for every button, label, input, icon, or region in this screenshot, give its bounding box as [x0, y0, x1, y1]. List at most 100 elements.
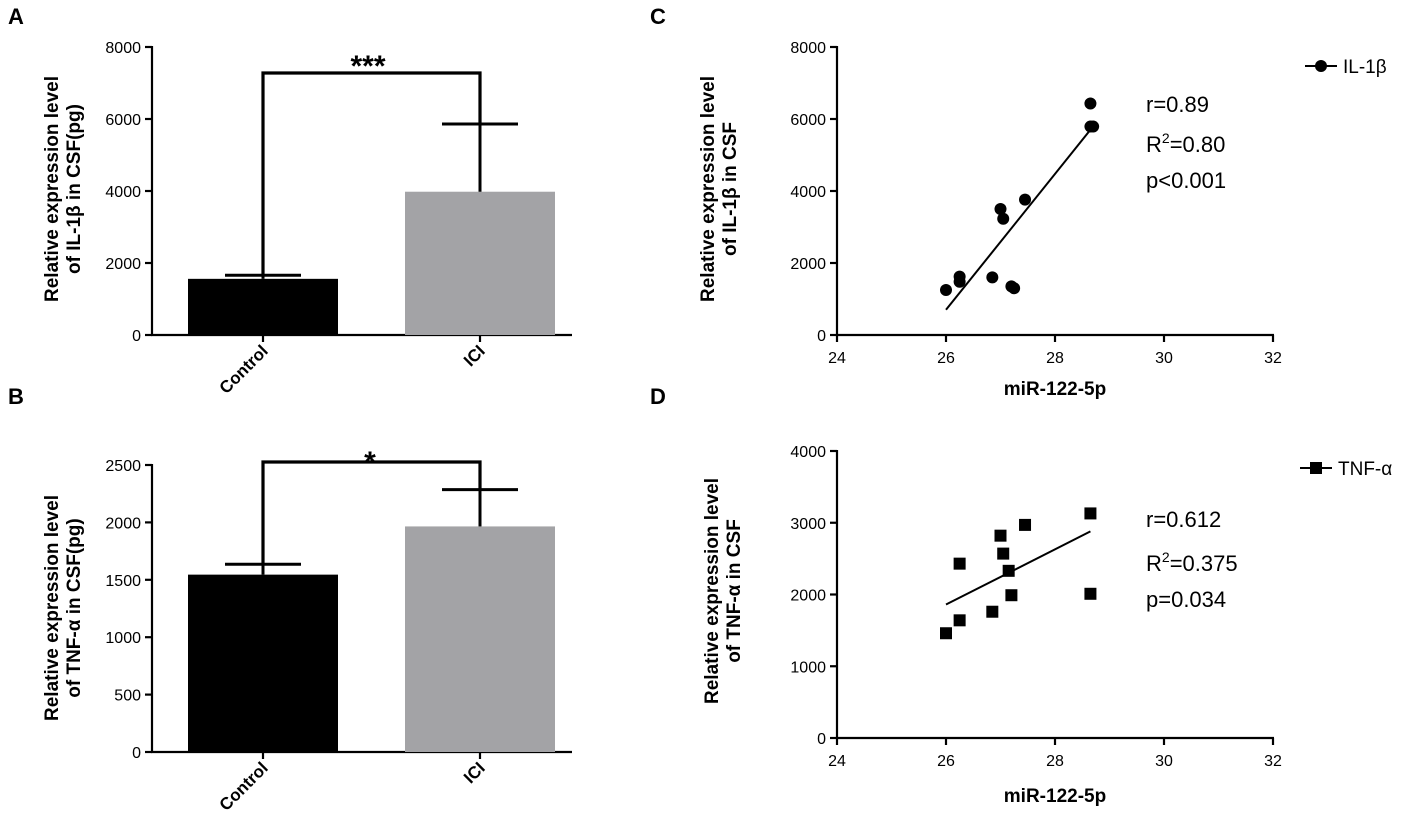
panel-label: C — [650, 4, 666, 29]
data-point — [940, 627, 952, 640]
x-tick-label: 28 — [1046, 753, 1064, 770]
regression-line — [945, 129, 1092, 311]
significance-bracket — [261, 71, 482, 276]
legend-marker-circle-icon — [1315, 60, 1327, 72]
data-point — [953, 270, 966, 283]
y-axis-title-line: Relative expression level — [42, 76, 63, 302]
y-tick-label: 0 — [132, 745, 141, 762]
panel-d: D Relative expression levelof TNF-α in CS… — [650, 384, 1392, 807]
y-axis-title-line: of TNF-α in CSF — [724, 519, 745, 663]
data-point — [953, 614, 966, 627]
x-tick-label: 32 — [1264, 753, 1282, 770]
data-point — [1084, 507, 1097, 520]
regression-line — [945, 530, 1091, 606]
data-point — [1019, 518, 1032, 531]
x-tick-label: 24 — [828, 350, 846, 367]
x-tick-label: 26 — [937, 753, 955, 770]
stat-r-squared-prefix: R — [1146, 132, 1162, 157]
bar-control — [188, 278, 338, 335]
data-point — [1084, 97, 1097, 110]
y-tick-label: 4000 — [790, 184, 826, 201]
significance-bracket — [261, 460, 482, 564]
y-tick-label: 2500 — [105, 458, 141, 475]
data-point — [997, 547, 1010, 560]
y-tick-label: 4000 — [790, 444, 826, 461]
y-tick-label: 2000 — [105, 515, 141, 532]
significance-marker: *** — [350, 50, 385, 83]
stat-r-squared: R2=0.375 — [1146, 549, 1238, 576]
panel-label: B — [8, 384, 24, 409]
bar-ici — [405, 191, 555, 335]
y-tick-label: 2000 — [790, 256, 826, 273]
y-axis-title: Relative expression levelof IL-1β in CSF… — [42, 76, 85, 302]
data-point — [986, 605, 999, 618]
data-point — [1005, 589, 1018, 602]
panel-label: D — [650, 384, 666, 409]
stat-r-squared-superscript: 2 — [1162, 549, 1170, 565]
data-point — [953, 557, 966, 570]
stat-r-squared-prefix: R — [1146, 551, 1162, 576]
panel-a: A Relative expression levelof IL-1β in CS… — [8, 4, 572, 398]
y-tick-label: 0 — [132, 328, 141, 345]
stat-p: p=0.034 — [1146, 587, 1226, 612]
stat-r: r=0.89 — [1146, 92, 1209, 117]
y-axis-title-line: Relative expression level — [698, 76, 719, 302]
x-category-label: ICI — [460, 758, 489, 787]
x-tick-label: 30 — [1155, 753, 1173, 770]
legend-marker-square-icon — [1310, 462, 1322, 474]
x-category-label: ICI — [460, 341, 489, 370]
legend-label: IL-1β — [1343, 57, 1387, 78]
y-tick-label: 6000 — [105, 112, 141, 129]
y-tick-label: 2000 — [105, 256, 141, 273]
y-tick-label: 8000 — [105, 40, 141, 57]
data-point — [986, 271, 999, 284]
stat-r-squared-value: =0.80 — [1170, 132, 1226, 157]
stat-p: p<0.001 — [1146, 168, 1226, 193]
data-point — [1008, 282, 1021, 295]
y-tick-label: 6000 — [790, 112, 826, 129]
y-tick-label: 0 — [817, 328, 826, 345]
stat-r: r=0.612 — [1146, 507, 1221, 532]
x-axis-title: miR-122-5p — [1004, 379, 1106, 400]
y-tick-label: 1000 — [105, 630, 141, 647]
stat-r-squared-value: =0.375 — [1170, 551, 1238, 576]
y-tick-label: 4000 — [105, 184, 141, 201]
y-tick-label: 1000 — [790, 659, 826, 676]
x-axis-title: miR-122-5p — [1004, 786, 1106, 807]
y-tick-label: 3000 — [790, 516, 826, 533]
y-tick-label: 2000 — [790, 588, 826, 605]
bar-control — [188, 574, 338, 752]
y-axis-title: Relative expression levelof TNF-α in CSF — [702, 478, 745, 704]
data-point — [1084, 587, 1097, 600]
y-axis-title: Relative expression levelof IL-1β in CSF — [698, 76, 741, 302]
significance-marker: * — [364, 446, 376, 479]
y-tick-label: 8000 — [790, 40, 826, 57]
data-point — [994, 529, 1007, 542]
panel-c: C Relative expression levelof IL-1β in CS… — [650, 4, 1387, 400]
x-tick-label: 24 — [828, 753, 846, 770]
stat-r-squared: R2=0.80 — [1146, 130, 1225, 157]
data-point — [997, 212, 1010, 225]
x-tick-label: 32 — [1264, 350, 1282, 367]
data-point — [1019, 193, 1032, 206]
x-tick-label: 26 — [937, 350, 955, 367]
stat-r-squared-superscript: 2 — [1162, 130, 1170, 146]
y-tick-label: 0 — [817, 731, 826, 748]
data-point — [994, 203, 1007, 215]
data-point — [1087, 120, 1100, 133]
x-category-label: Control — [216, 758, 272, 814]
y-axis-title-line: of IL-1β in CSF — [720, 122, 741, 256]
x-tick-label: 30 — [1155, 350, 1173, 367]
panel-label: A — [8, 4, 24, 29]
bar-ici — [405, 526, 555, 752]
panel-b: B Relative expression levelof TNF-α in CS… — [8, 384, 572, 815]
y-axis-title-line: of IL-1β in CSF(pg) — [64, 104, 85, 274]
y-tick-label: 500 — [114, 688, 141, 705]
y-axis-title: Relative expression levelof TNF-α in CSF… — [42, 495, 85, 721]
data-point — [940, 284, 952, 296]
y-axis-title-line: Relative expression level — [42, 495, 63, 721]
x-tick-label: 28 — [1046, 350, 1064, 367]
y-axis-title-line: of TNF-α in CSF(pg) — [64, 518, 85, 697]
y-axis-title-line: Relative expression level — [702, 478, 723, 704]
